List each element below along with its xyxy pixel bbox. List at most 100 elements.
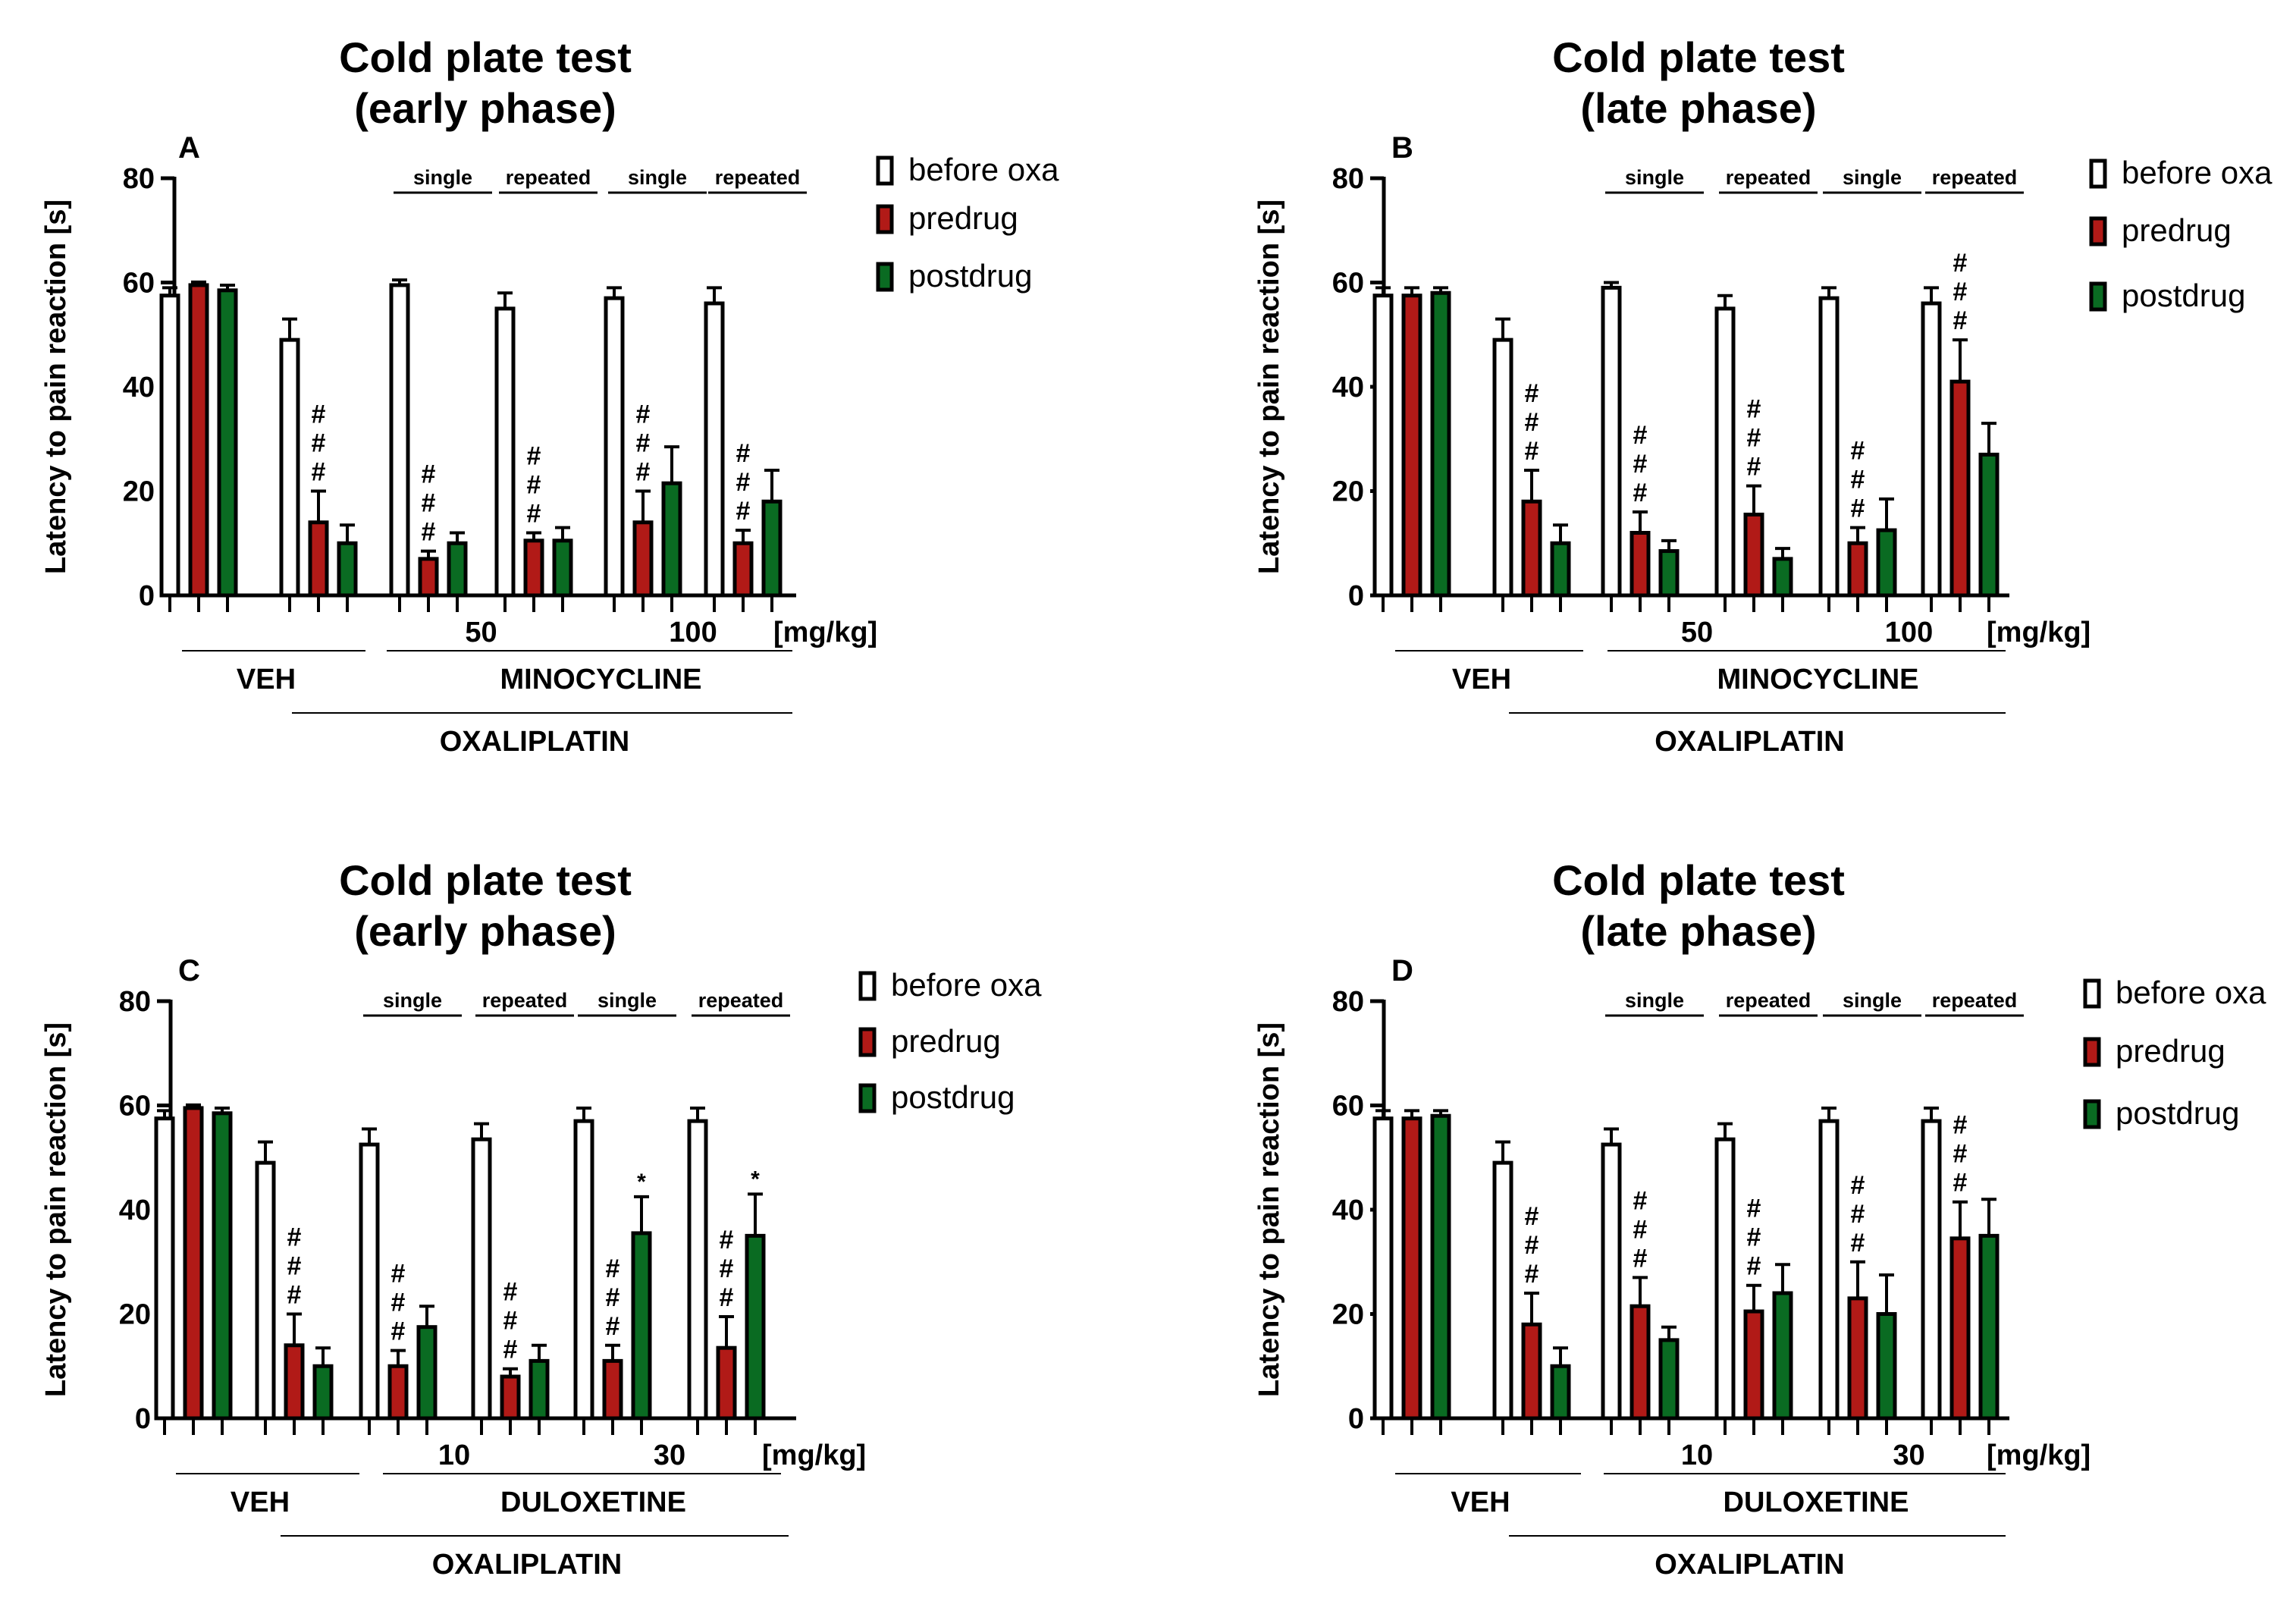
chart-title-line-1: Cold plate test [1552, 856, 1845, 904]
legend-swatch-postdrug [858, 1083, 877, 1113]
chart-title-line-1: Cold plate test [339, 856, 632, 904]
oxaliplatin-label: OXALIPLATIN [1655, 726, 1845, 758]
bar-postdrug-group-3 [416, 1325, 438, 1421]
panel-letter: B [1391, 131, 1413, 165]
bar-postdrug-group-5 [631, 1231, 652, 1421]
regimen-label: repeated [1726, 989, 1811, 1012]
dose-label-high: 30 [1893, 1440, 1924, 1471]
y-tick-label: 40 [123, 372, 155, 403]
bar-postdrug-group-4 [1772, 1291, 1793, 1421]
legend-label-before: before oxa [908, 152, 1059, 187]
bar-predrug-group-3 [387, 1364, 409, 1421]
significance-hash: # [1747, 395, 1761, 424]
y-tick-label: 80 [123, 163, 155, 195]
significance-hash: # [1953, 1111, 1968, 1140]
bar-postdrug-group-3 [1658, 1338, 1680, 1421]
significance-hash: # [1953, 306, 1968, 335]
significance-hash: # [287, 1281, 302, 1310]
significance-hash: # [503, 1336, 518, 1364]
significance-hash: # [606, 1254, 620, 1283]
regimen-label: single [1843, 166, 1902, 189]
significance-hash: # [1953, 1140, 1968, 1169]
bar-before-group-3 [389, 283, 410, 598]
significance-hash: # [287, 1252, 302, 1281]
bar-predrug-group-2 [284, 1343, 305, 1421]
bar-predrug-group-1 [1401, 1116, 1422, 1421]
legend-label-postdrug: postdrug [2116, 1095, 2239, 1131]
bar-postdrug-group-6 [761, 499, 783, 598]
bar-postdrug-group-5 [661, 481, 682, 598]
bar-predrug-group-2 [1521, 1322, 1542, 1421]
panel-B: Cold plate test(late phase) B Latency to p… [1253, 33, 2272, 758]
significance-hash: # [312, 458, 326, 487]
bar-before-group-4 [1714, 1137, 1736, 1421]
treatment-label: DULOXETINE [500, 1487, 686, 1518]
significance-hash: # [312, 400, 326, 429]
legend-swatch-predrug [858, 1027, 877, 1057]
dose-label-low: 50 [1681, 617, 1713, 648]
significance-hash: # [527, 442, 541, 471]
significance-hash: # [503, 1278, 518, 1307]
bar-before-group-5 [1818, 296, 1840, 598]
dose-unit-label: [mg/kg] [773, 617, 877, 648]
regimen-label: single [1625, 166, 1684, 189]
y-axis-label: Latency to pain reaction [s] [1253, 1022, 1285, 1397]
significance-hash: # [1525, 408, 1539, 437]
bar-postdrug-group-5 [1876, 528, 1897, 598]
significance-hash: # [287, 1223, 302, 1252]
significance-hash: # [1633, 479, 1648, 507]
panel-A: Cold plate test(early phase) A Latency to … [40, 33, 1059, 758]
significance-hash: # [527, 471, 541, 500]
bar-before-group-2 [1492, 338, 1513, 598]
bar-predrug-group-6 [1949, 1236, 1971, 1421]
bar-postdrug-group-3 [1658, 549, 1680, 598]
bar-predrug-group-4 [1743, 512, 1764, 598]
bar-before-group-2 [255, 1160, 276, 1421]
dose-label-low: 10 [1681, 1440, 1713, 1471]
significance-hash: # [1525, 379, 1539, 408]
significance-hash: # [1525, 1231, 1539, 1260]
dose-unit-label: [mg/kg] [1987, 1440, 2091, 1471]
bar-predrug-group-1 [183, 1106, 204, 1421]
bar-before-group-6 [687, 1119, 708, 1421]
bar-before-group-5 [1818, 1119, 1840, 1421]
bar-predrug-group-3 [1629, 531, 1651, 598]
bar-before-group-5 [573, 1119, 594, 1421]
legend-swatch-before [2089, 159, 2107, 189]
y-tick-label: 80 [1332, 986, 1364, 1018]
significance-hash: # [1525, 1202, 1539, 1231]
bar-predrug-group-2 [1521, 499, 1542, 598]
regimen-label: repeated [506, 166, 591, 189]
significance-hash: # [503, 1307, 518, 1336]
regimen-label: single [598, 989, 657, 1012]
y-tick-label: 20 [119, 1299, 151, 1331]
y-tick-label: 40 [1332, 372, 1364, 403]
y-tick-label: 0 [1348, 580, 1364, 612]
regimen-label: single [628, 166, 687, 189]
legend-label-predrug: predrug [891, 1023, 1001, 1059]
panel-D: Cold plate test(late phase) D Latency to p… [1253, 856, 2266, 1581]
legend-label-postdrug: postdrug [2122, 278, 2245, 313]
significance-hash: # [736, 468, 751, 497]
bar-postdrug-group-5 [1876, 1312, 1897, 1421]
bar-before-group-3 [359, 1142, 380, 1421]
y-tick-label: 40 [1332, 1195, 1364, 1226]
bar-predrug-group-6 [716, 1345, 737, 1421]
significance-hash: # [736, 439, 751, 468]
bar-predrug-group-5 [1847, 541, 1868, 598]
vehicle-label: VEH [1451, 1487, 1510, 1518]
bar-postdrug-group-2 [1550, 1364, 1571, 1421]
significance-hash: # [1851, 466, 1865, 495]
bar-before-group-2 [279, 338, 300, 598]
bar-postdrug-group-1 [1430, 1113, 1451, 1421]
legend-label-postdrug: postdrug [908, 258, 1032, 294]
y-tick-label: 0 [139, 580, 155, 612]
treatment-label: MINOCYCLINE [1717, 664, 1919, 695]
significance-hash: # [720, 1226, 734, 1254]
bar-before-group-3 [1601, 1142, 1622, 1421]
bar-before-group-4 [494, 306, 516, 598]
chart-title-line-1: Cold plate test [339, 33, 632, 81]
significance-hash: # [422, 460, 436, 489]
legend-swatch-predrug [876, 204, 894, 234]
y-tick-label: 20 [1332, 476, 1364, 508]
